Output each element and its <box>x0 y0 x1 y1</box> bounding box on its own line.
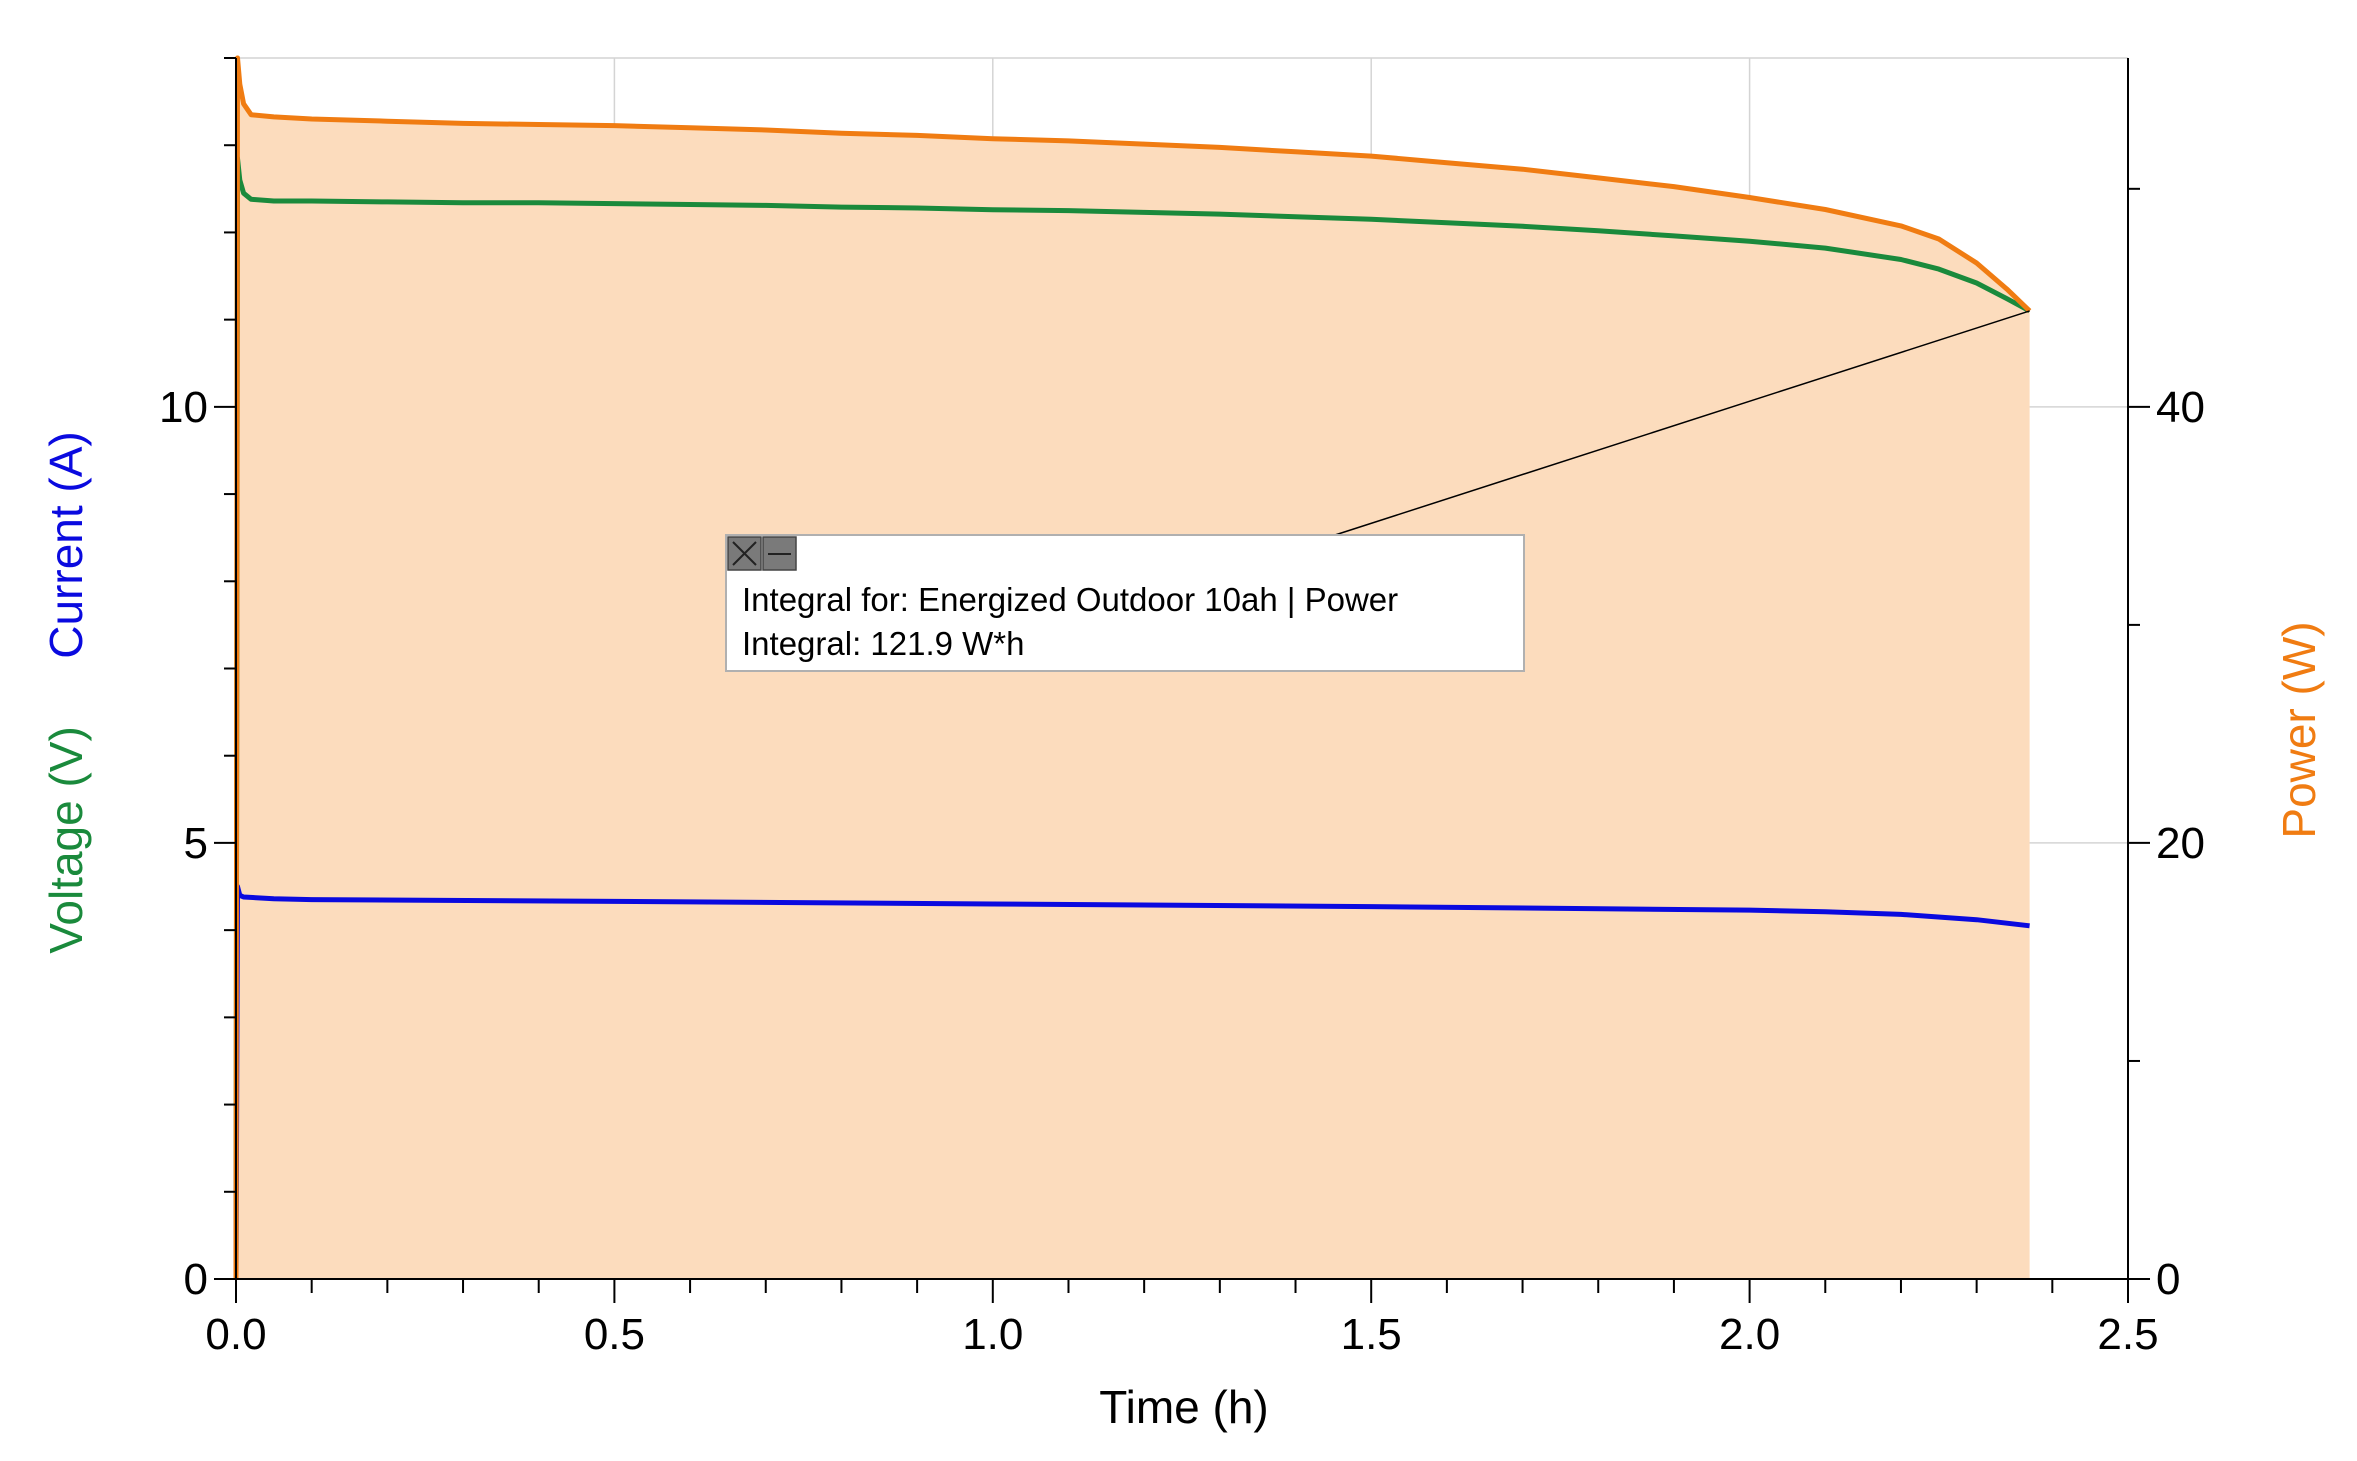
left-tick-label: 0 <box>184 1255 208 1304</box>
annotation-leader-line <box>1334 310 2030 536</box>
minimize-icon[interactable] <box>762 536 797 571</box>
x-tick-label: 0.0 <box>205 1310 266 1359</box>
right-tick-label: 20 <box>2156 819 2205 868</box>
axes <box>214 57 2150 1303</box>
current-series-line <box>233 884 2030 1280</box>
annotation-title: Integral for: Energized Outdoor 10ah | P… <box>742 581 1398 618</box>
left-axis-title-voltage: Voltage (V) <box>40 726 92 954</box>
right-tick-label: 0 <box>2156 1255 2180 1304</box>
x-tick-label: 1.0 <box>962 1310 1023 1359</box>
tick-labels: 0.0 0.5 1.0 1.5 2.0 2.5 0 5 10 0 20 40 <box>159 383 2205 1359</box>
right-axis-title-power: Power (W) <box>2273 621 2325 838</box>
x-axis-title: Time (h) <box>1099 1381 1269 1433</box>
x-tick-label: 1.5 <box>1341 1310 1402 1359</box>
series-lines <box>233 55 2032 1280</box>
integral-annotation: Integral for: Energized Outdoor 10ah | P… <box>725 310 2030 672</box>
left-tick-label: 10 <box>159 383 208 432</box>
x-tick-label: 0.5 <box>584 1310 645 1359</box>
right-tick-label: 40 <box>2156 383 2205 432</box>
annotation-box <box>725 534 1525 672</box>
close-icon[interactable] <box>727 536 762 571</box>
x-tick-label: 2.5 <box>2097 1310 2158 1359</box>
annotation-integral-value: Integral: 121.9 W*h <box>742 625 1025 662</box>
voltage-series-line <box>233 155 2031 1280</box>
power-series-line <box>233 55 2032 1280</box>
x-tick-label: 2.0 <box>1719 1310 1780 1359</box>
left-tick-label: 5 <box>184 819 208 868</box>
left-axis-title-current: Current (A) <box>40 431 92 658</box>
